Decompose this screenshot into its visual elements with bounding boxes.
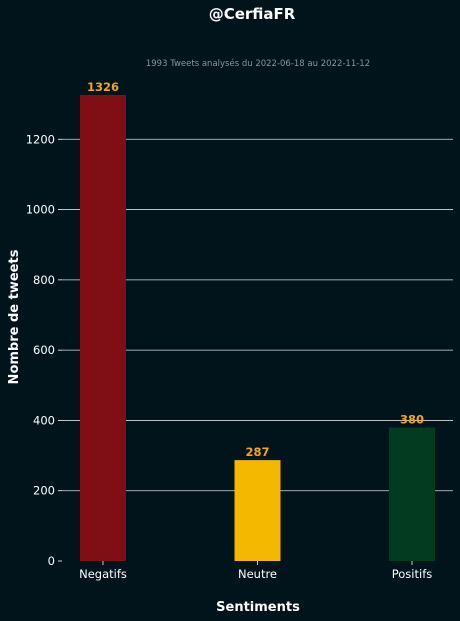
bars: 1326 287 380	[80, 80, 435, 561]
y-tick-label: 600	[33, 343, 55, 357]
data-label: 1326	[87, 80, 119, 94]
y-tick-label: 800	[33, 273, 55, 287]
chart-title: @CerfiaFR	[209, 5, 296, 23]
bar-positifs	[389, 427, 435, 561]
y-tick-label: 0	[48, 554, 55, 568]
bar-negatifs	[80, 95, 126, 561]
y-tick-label: 1200	[26, 132, 55, 146]
y-tick-label: 200	[33, 484, 55, 498]
y-axis-ticks: 0 200 400 600 800 1000 1200	[26, 132, 62, 568]
y-tick-label: 400	[33, 413, 55, 427]
y-tick-label: 1000	[26, 203, 55, 217]
y-axis-label: Nombre de tweets	[7, 249, 22, 384]
chart-subtitle: 1993 Tweets analysés du 2022-06-18 au 20…	[146, 58, 370, 69]
data-label: 287	[245, 445, 269, 459]
x-tick-label: Positifs	[392, 567, 433, 581]
bar-neutre	[234, 460, 281, 561]
x-axis-label: Sentiments	[216, 600, 300, 615]
data-label: 380	[400, 412, 424, 426]
gridlines	[62, 138, 453, 492]
x-tick-label: Negatifs	[79, 567, 127, 581]
x-tick-label: Neutre	[238, 567, 277, 581]
x-axis-ticks: Negatifs Neutre Positifs	[79, 561, 432, 581]
